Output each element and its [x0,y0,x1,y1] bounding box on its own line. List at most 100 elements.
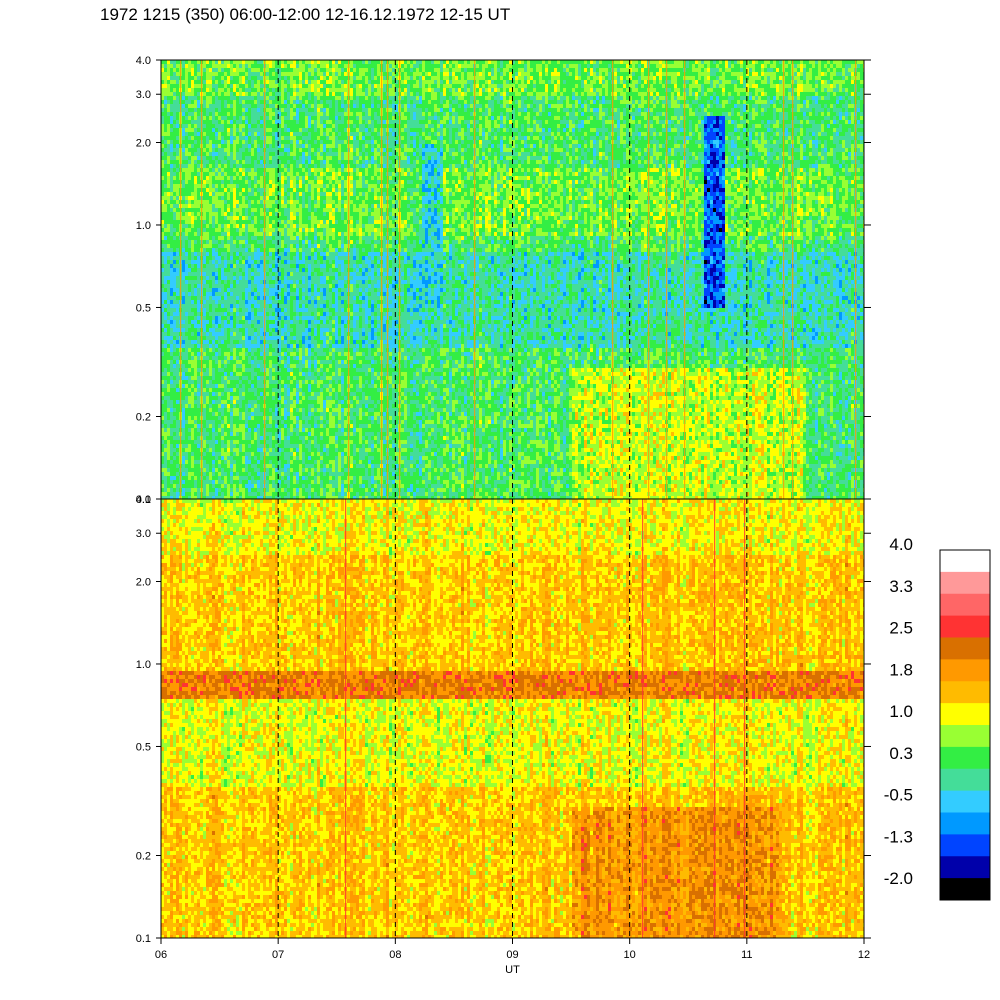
spectrogram-cell [266,360,269,364]
spectrogram-cell [287,96,290,100]
spectrogram-cell [173,484,176,488]
spectrogram-cell [170,448,173,452]
spectrogram-cell [233,188,236,192]
spectrogram-cell [260,172,263,176]
spectrogram-cell [194,160,197,164]
spectrogram-cell [272,432,275,436]
spectrogram-cell [254,332,257,336]
spectrogram-cell [284,380,287,384]
spectrogram-cell [224,376,227,380]
spectrogram-cell [293,372,296,376]
spectrogram-cell [287,412,290,416]
spectrogram-cell [164,64,167,68]
spectrogram-cell [284,408,287,412]
spectrogram-cell [233,160,236,164]
spectrogram-cell [254,416,257,420]
spectrogram-cell [248,464,251,468]
spectrogram-cell [233,492,236,496]
spectrogram-cell [227,72,230,76]
spectrogram-cell [182,304,185,308]
spectrogram-cell [182,108,185,112]
spectrogram-cell [236,240,239,244]
spectrogram-cell [182,264,185,268]
spectrogram-cell [185,168,188,172]
spectrogram-cell [248,412,251,416]
spectrogram-cell [296,188,299,192]
spectrogram-cell [251,380,254,384]
spectrogram-cell [191,284,194,288]
spectrogram-cell [236,308,239,312]
spectrogram-cell [212,356,215,360]
spectrogram-cell [212,336,215,340]
spectrogram-cell [176,368,179,372]
spectrogram-cell [230,184,233,188]
spectrogram-cell [254,312,257,316]
spectrogram-cell [281,372,284,376]
spectrogram-cell [290,176,293,180]
spectrogram-cell [212,180,215,184]
spectrogram-cell [182,244,185,248]
spectrogram-cell [206,212,209,216]
spectrogram-cell [248,100,251,104]
spectrogram-cell [173,152,176,156]
spectrogram-cell [176,432,179,436]
spectrogram-cell [164,104,167,108]
spectrogram-cell [290,188,293,192]
spectrogram-cell [164,232,167,236]
spectrogram-cell [266,328,269,332]
spectrogram-cell [281,260,284,264]
spectrogram-cell [233,276,236,280]
spectrogram-cell [245,428,248,432]
spectrogram-cell [248,480,251,484]
spectrogram-cell [266,116,269,120]
spectrogram-cell [239,200,242,204]
spectrogram-cell [281,420,284,424]
spectrogram-cell [191,460,194,464]
spectrogram-cell [281,452,284,456]
spectrogram-cell [176,120,179,124]
spectrogram-cell [203,152,206,156]
spectrogram-cell [182,132,185,136]
spectrogram-cell [191,424,194,428]
spectrogram-cell [212,68,215,72]
spectrogram-cell [248,468,251,472]
spectrogram-cell [212,460,215,464]
spectrogram-cell [203,84,206,88]
spectrogram-cell [266,492,269,496]
spectrogram-cell [287,196,290,200]
spectrogram-cell [221,464,224,468]
spectrogram-cell [296,208,299,212]
spectrogram-cell [191,68,194,72]
spectrogram-cell [170,300,173,304]
spectrogram-cell [227,124,230,128]
spectrogram-cell [176,276,179,280]
spectrogram-cell [215,96,218,100]
spectrogram-cell [251,468,254,472]
spectrogram-cell [176,192,179,196]
spectrogram-cell [194,152,197,156]
spectrogram-cell [287,440,290,444]
spectrogram-cell [197,256,200,260]
spectrogram-cell [203,112,206,116]
spectrogram-cell [167,360,170,364]
spectrogram-cell [245,132,248,136]
spectrogram-cell [239,328,242,332]
spectrogram-cell [209,292,212,296]
spectrogram-cell [206,80,209,84]
spectrogram-cell [170,368,173,372]
spectrogram-cell [227,260,230,264]
spectrogram-cell [242,312,245,316]
spectrogram-cell [173,380,176,384]
spectrogram-cell [224,144,227,148]
spectrogram-cell [194,188,197,192]
spectrogram-cell [233,316,236,320]
spectrogram-cell [278,308,281,312]
spectrogram-cell [203,160,206,164]
spectrogram-cell [266,124,269,128]
spectrogram-cell [260,424,263,428]
spectrogram-cell [290,384,293,388]
spectrogram-cell [251,220,254,224]
spectrogram-cell [275,380,278,384]
spectrogram-cell [230,284,233,288]
spectrogram-cell [260,348,263,352]
